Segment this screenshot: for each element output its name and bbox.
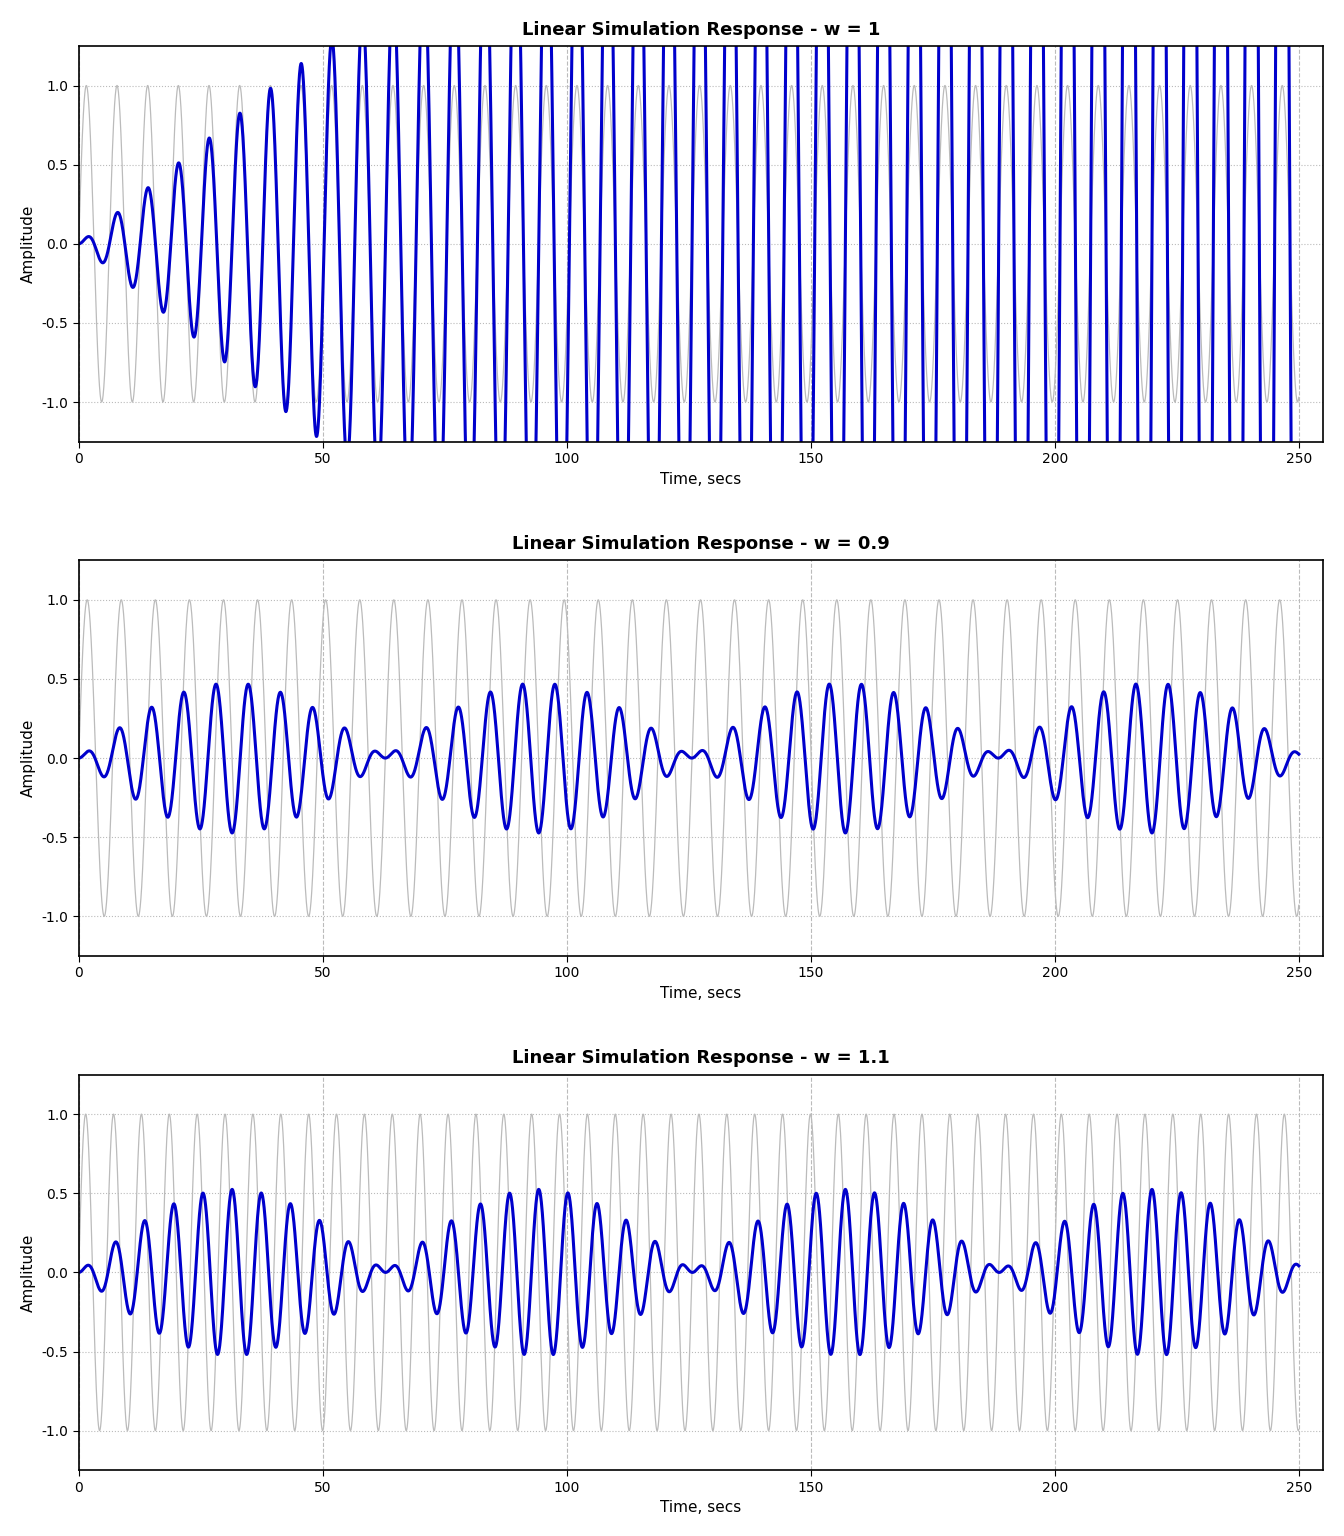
Title: Linear Simulation Response - w = 1: Linear Simulation Response - w = 1 — [521, 22, 880, 38]
Title: Linear Simulation Response - w = 1.1: Linear Simulation Response - w = 1.1 — [512, 1049, 890, 1068]
Y-axis label: Amplitude: Amplitude — [22, 204, 36, 283]
X-axis label: Time, secs: Time, secs — [660, 1501, 742, 1514]
Y-axis label: Amplitude: Amplitude — [22, 1233, 36, 1312]
X-axis label: Time, secs: Time, secs — [660, 472, 742, 487]
Title: Linear Simulation Response - w = 0.9: Linear Simulation Response - w = 0.9 — [512, 535, 890, 553]
X-axis label: Time, secs: Time, secs — [660, 986, 742, 1001]
Y-axis label: Amplitude: Amplitude — [22, 719, 36, 797]
